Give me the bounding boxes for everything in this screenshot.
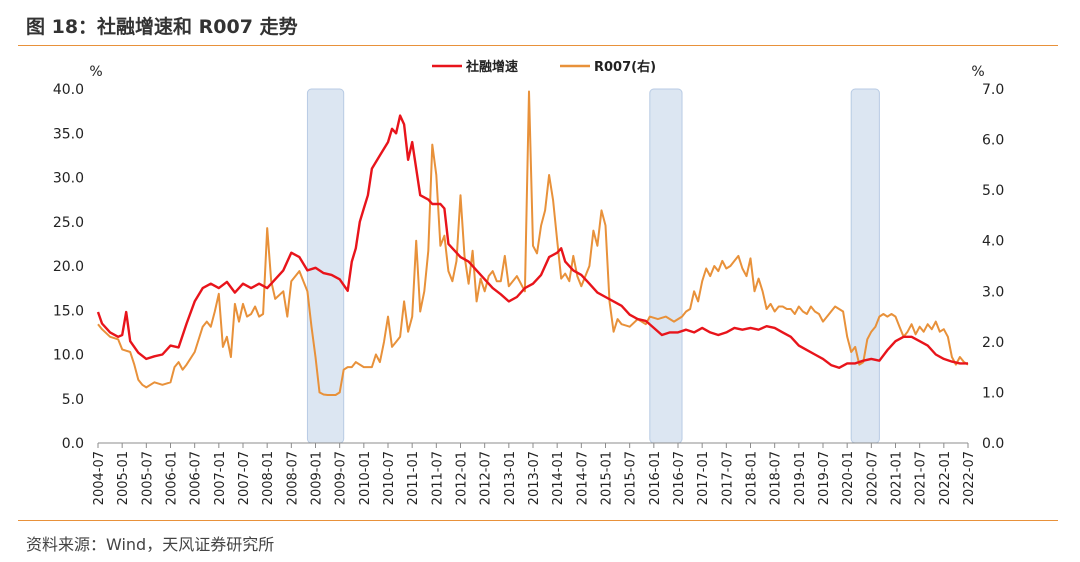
x-tick-label: 2019-07 <box>817 451 832 505</box>
x-tick-label: 2006-07 <box>189 451 204 505</box>
y-right-tick-label: 2.0 <box>982 335 1004 351</box>
y-right-unit: % <box>971 64 984 80</box>
x-tick-label: 2013-01 <box>503 451 518 505</box>
series-line <box>97 90 969 396</box>
x-tick-label: 2018-07 <box>769 451 784 505</box>
x-tick-label: 2007-07 <box>237 451 252 505</box>
x-tick-label: 2020-07 <box>865 451 880 505</box>
source-note: 资料来源：Wind，天风证券研究所 <box>26 535 275 554</box>
y-left-tick-label: 30.0 <box>53 171 84 187</box>
y-left-tick-label: 20.0 <box>53 259 84 275</box>
y-left-tick-label: 15.0 <box>53 303 84 319</box>
x-tick-label: 2009-07 <box>334 451 349 505</box>
y-right-tick-label: 4.0 <box>982 234 1004 250</box>
x-tick-label: 2016-01 <box>648 451 663 505</box>
x-tick-label: 2010-07 <box>382 451 397 505</box>
y-right-tick-label: 3.0 <box>982 284 1004 300</box>
y-right-tick-label: 5.0 <box>982 183 1004 199</box>
shaded-period <box>306 88 345 444</box>
y-left-tick-label: 35.0 <box>53 126 84 142</box>
x-tick-label: 2007-01 <box>213 451 228 505</box>
shaded-period <box>649 88 683 444</box>
x-tick-label: 2019-01 <box>793 451 808 505</box>
x-tick-label: 2011-01 <box>406 451 421 505</box>
x-tick-label: 2021-07 <box>914 451 929 505</box>
x-tick-label: 2017-01 <box>696 451 711 505</box>
x-tick-label: 2009-01 <box>310 451 325 505</box>
x-tick-label: 2010-01 <box>358 451 373 505</box>
y-left-tick-label: 10.0 <box>53 348 84 364</box>
footer-divider <box>18 520 1058 521</box>
x-tick-label: 2005-01 <box>116 451 131 505</box>
legend-label: R007(右) <box>594 59 656 75</box>
header-divider <box>18 45 1058 46</box>
x-tick-label: 2014-07 <box>575 451 590 505</box>
y-right-tick-label: 1.0 <box>982 385 1004 401</box>
y-left-tick-label: 5.0 <box>62 392 84 408</box>
x-tick-label: 2015-07 <box>624 451 639 505</box>
x-tick-label: 2016-07 <box>672 451 687 505</box>
x-tick-label: 2018-01 <box>745 451 760 505</box>
chart-title: 图 18：社融增速和 R007 走势 <box>26 16 298 38</box>
series-lines <box>96 90 969 396</box>
y-left-unit: % <box>89 64 102 80</box>
x-tick-label: 2006-01 <box>165 451 180 505</box>
x-tick-label: 2015-01 <box>600 451 615 505</box>
x-tick-label: 2014-01 <box>551 451 566 505</box>
y-right-tick-label: 7.0 <box>982 82 1004 98</box>
x-tick-label: 2008-07 <box>285 451 300 505</box>
x-tick-label: 2022-07 <box>962 451 977 505</box>
x-tick-label: 2012-07 <box>479 451 494 505</box>
shaded-periods <box>306 88 880 444</box>
x-tick-label: 2011-07 <box>430 451 445 505</box>
x-tick-label: 2022-01 <box>938 451 953 505</box>
y-right-tick-label: 0.0 <box>982 436 1004 452</box>
y-left-tick-label: 0.0 <box>62 436 84 452</box>
y-left-tick-label: 25.0 <box>53 215 84 231</box>
legend: 社融增速 R007(右) <box>432 59 656 75</box>
x-tick-label: 2021-01 <box>890 451 905 505</box>
legend-label: 社融增速 <box>465 59 518 75</box>
x-tick-label: 2005-07 <box>140 451 155 505</box>
x-tick-label: 2008-01 <box>261 451 276 505</box>
x-tick-label: 2013-07 <box>527 451 542 505</box>
x-tick-label: 2017-07 <box>720 451 735 505</box>
x-tick-label: 2012-01 <box>455 451 470 505</box>
y-left-tick-label: 40.0 <box>53 82 84 98</box>
axes: 0.0 5.0 10.0 15.0 20.0 25.0 30.0 35.0 40.0 0.0 1.0… <box>53 64 1004 505</box>
x-tick-label: 2020-01 <box>841 451 856 505</box>
x-tick-label: 2004-07 <box>92 451 107 505</box>
series-line <box>96 114 968 369</box>
shaded-period <box>850 88 880 444</box>
y-right-tick-label: 6.0 <box>982 133 1004 149</box>
